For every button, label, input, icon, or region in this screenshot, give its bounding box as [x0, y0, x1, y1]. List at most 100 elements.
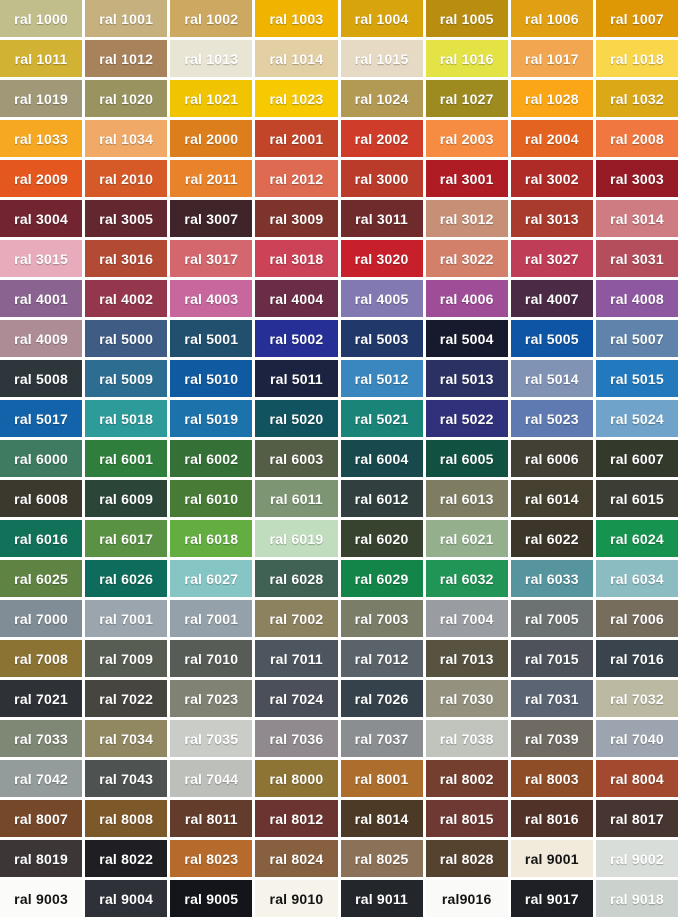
color-swatch: ral 2009 — [0, 160, 83, 197]
color-swatch: ral 1011 — [0, 40, 83, 77]
swatch-label: ral 3012 — [439, 210, 494, 227]
swatch-label: ral 9005 — [184, 890, 239, 907]
color-swatch: ral 7031 — [510, 680, 593, 717]
swatch-label: ral 6028 — [269, 570, 324, 587]
color-swatch: ral 6015 — [595, 480, 678, 517]
color-swatch: ral 7004 — [425, 600, 508, 637]
swatch-label: ral 4004 — [269, 290, 324, 307]
swatch-label: ral 6001 — [99, 450, 154, 467]
swatch-label: ral 5024 — [610, 410, 664, 427]
color-swatch: ral 6022 — [510, 520, 593, 557]
swatch-label: ral 8016 — [524, 810, 579, 827]
swatch-label: ral 5023 — [524, 410, 579, 427]
swatch-label: ral 5007 — [610, 330, 664, 347]
swatch-label: ral 6000 — [14, 450, 68, 467]
swatch-label: ral 1016 — [439, 50, 494, 67]
swatch-label: ral 5011 — [269, 370, 323, 387]
color-swatch: ral 6005 — [425, 440, 508, 477]
color-swatch: ral 8016 — [510, 800, 593, 837]
swatch-label: ral 6002 — [184, 450, 239, 467]
color-swatch: ral 2002 — [340, 120, 423, 157]
color-swatch: ral 6016 — [0, 520, 83, 557]
color-swatch: ral 1028 — [510, 80, 593, 117]
swatch-label: ral 6021 — [439, 530, 494, 547]
swatch-label: ral 7023 — [184, 690, 239, 707]
color-swatch: ral 7033 — [0, 720, 83, 757]
swatch-label: ral 1020 — [99, 90, 154, 107]
color-swatch: ral 4003 — [170, 280, 253, 317]
color-swatch: ral 8004 — [595, 760, 678, 797]
color-swatch: ral 5022 — [425, 400, 508, 437]
color-swatch: ral 5013 — [425, 360, 508, 397]
color-swatch: ral 7036 — [255, 720, 338, 757]
color-swatch: ral 1015 — [340, 40, 423, 77]
swatch-label: ral 3031 — [610, 250, 664, 267]
swatch-label: ral 3020 — [354, 250, 409, 267]
color-swatch: ral 1019 — [0, 80, 83, 117]
swatch-label: ral 7043 — [99, 770, 154, 787]
swatch-label: ral 3000 — [354, 170, 409, 187]
swatch-label: ral 1015 — [354, 50, 409, 67]
swatch-label: ral 9001 — [524, 850, 579, 867]
color-swatch: ral 7032 — [595, 680, 678, 717]
color-swatch: ral 6003 — [255, 440, 338, 477]
color-swatch: ral 6012 — [340, 480, 423, 517]
swatch-label: ral 2003 — [439, 130, 494, 147]
color-swatch: ral 6021 — [425, 520, 508, 557]
swatch-label: ral 6017 — [99, 530, 154, 547]
swatch-label: ral 6006 — [524, 450, 579, 467]
color-swatch: ral 3012 — [425, 200, 508, 237]
swatch-label: ral 1024 — [354, 90, 409, 107]
color-swatch: ral 8015 — [425, 800, 508, 837]
color-swatch: ral 2008 — [595, 120, 678, 157]
color-swatch: ral 7003 — [340, 600, 423, 637]
color-swatch: ral 1014 — [255, 40, 338, 77]
color-swatch: ral 6017 — [85, 520, 168, 557]
swatch-label: ral 8014 — [354, 810, 409, 827]
swatch-label: ral 1005 — [439, 10, 494, 27]
swatch-label: ral 7039 — [524, 730, 579, 747]
color-swatch: ral 5001 — [170, 320, 253, 357]
color-swatch: ral 1024 — [340, 80, 423, 117]
color-swatch: ral 7013 — [425, 640, 508, 677]
swatch-label: ral 9017 — [524, 890, 579, 907]
swatch-label: ral 7015 — [524, 650, 579, 667]
color-swatch: ral 1002 — [170, 0, 253, 37]
swatch-label: ral 8003 — [524, 770, 579, 787]
color-swatch: ral 7021 — [0, 680, 83, 717]
color-swatch: ral 3018 — [255, 240, 338, 277]
color-swatch: ral 5003 — [340, 320, 423, 357]
color-swatch: ral 1034 — [85, 120, 168, 157]
color-swatch: ral 3000 — [340, 160, 423, 197]
swatch-label: ral 6008 — [14, 490, 68, 507]
color-swatch: ral9016 — [425, 880, 508, 917]
swatch-label: ral 7001 — [184, 610, 239, 627]
color-swatch: ral 7009 — [85, 640, 168, 677]
swatch-label: ral 7033 — [14, 730, 68, 747]
color-swatch: ral 1032 — [595, 80, 678, 117]
swatch-label: ral 6025 — [14, 570, 68, 587]
swatch-label: ral 2012 — [269, 170, 324, 187]
swatch-label: ral 8019 — [14, 850, 68, 867]
swatch-label: ral 5014 — [524, 370, 579, 387]
swatch-label: ral 1003 — [269, 10, 324, 27]
color-swatch: ral 7006 — [595, 600, 678, 637]
color-swatch: ral 2001 — [255, 120, 338, 157]
swatch-label: ral 7037 — [354, 730, 409, 747]
swatch-label: ral 2001 — [269, 130, 324, 147]
swatch-label: ral 7012 — [354, 650, 409, 667]
swatch-label: ral 7034 — [99, 730, 154, 747]
swatch-label: ral 1032 — [610, 90, 664, 107]
color-swatch: ral 8028 — [425, 840, 508, 877]
color-swatch: ral 5012 — [340, 360, 423, 397]
color-swatch: ral 6020 — [340, 520, 423, 557]
swatch-label: ral 3009 — [269, 210, 324, 227]
swatch-label: ral 1023 — [269, 90, 324, 107]
color-swatch: ral 4007 — [510, 280, 593, 317]
color-swatch: ral 6002 — [170, 440, 253, 477]
swatch-label: ral 1018 — [610, 50, 664, 67]
swatch-label: ral 3002 — [524, 170, 579, 187]
swatch-label: ral 5004 — [439, 330, 494, 347]
swatch-label: ral 4008 — [610, 290, 664, 307]
swatch-label: ral 7003 — [354, 610, 409, 627]
